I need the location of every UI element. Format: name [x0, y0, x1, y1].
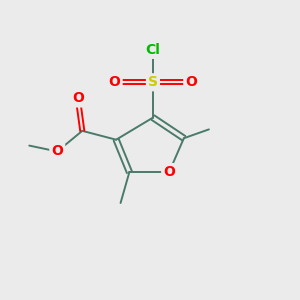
- Text: S: S: [148, 75, 158, 89]
- Text: Cl: Cl: [146, 43, 160, 57]
- Text: O: O: [163, 165, 175, 179]
- Text: O: O: [185, 75, 197, 89]
- Text: O: O: [109, 75, 121, 89]
- Text: O: O: [51, 145, 63, 158]
- Text: O: O: [72, 92, 84, 106]
